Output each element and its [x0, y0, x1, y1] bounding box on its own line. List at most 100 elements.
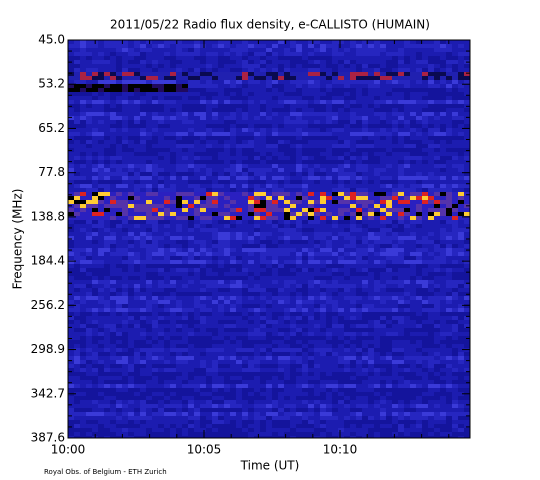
spectrogram-cell [326, 280, 332, 284]
spectrogram-cell [74, 152, 80, 156]
spectrogram-cell [422, 148, 428, 152]
spectrogram-cell [128, 152, 134, 156]
spectrogram-cell [290, 68, 296, 72]
spectrogram-cell [302, 292, 308, 296]
spectrogram-cell [92, 200, 98, 204]
spectrogram-cell [386, 48, 392, 52]
spectrogram-cell [194, 288, 200, 292]
spectrogram-cell [380, 304, 386, 308]
spectrogram-cell [344, 172, 350, 176]
spectrogram-cell [314, 56, 320, 60]
spectrogram-cell [410, 164, 416, 168]
spectrogram-cell [98, 72, 104, 76]
spectrogram-cell [98, 88, 104, 92]
spectrogram-cell [80, 256, 86, 260]
spectrogram-cell [356, 212, 362, 216]
spectrogram-cell [362, 212, 368, 216]
spectrogram-cell [308, 72, 314, 76]
spectrogram-cell [110, 132, 116, 136]
spectrogram-cell [434, 264, 440, 268]
spectrogram-cell [158, 116, 164, 120]
spectrogram-cell [176, 324, 182, 328]
spectrogram-cell [260, 108, 266, 112]
spectrogram-cell [380, 48, 386, 52]
spectrogram-cell [206, 52, 212, 56]
spectrogram-cell [110, 136, 116, 140]
spectrogram-cell [164, 268, 170, 272]
spectrogram-cell [188, 48, 194, 52]
spectrogram-cell [278, 248, 284, 252]
spectrogram-cell [212, 332, 218, 336]
spectrogram-cell [452, 128, 458, 132]
spectrogram-cell [284, 104, 290, 108]
spectrogram-cell [452, 184, 458, 188]
spectrogram-cell [68, 240, 74, 244]
spectrogram-cell [98, 308, 104, 312]
spectrogram-cell [146, 200, 152, 204]
spectrogram-cell [230, 296, 236, 300]
spectrogram-cell [458, 88, 464, 92]
spectrogram-cell [152, 152, 158, 156]
spectrogram-cell [260, 268, 266, 272]
spectrogram-cell [296, 300, 302, 304]
spectrogram-cell [74, 220, 80, 224]
spectrogram-cell [152, 192, 158, 196]
spectrogram-cell [350, 212, 356, 216]
spectrogram-cell [110, 328, 116, 332]
spectrogram-cell [116, 248, 122, 252]
spectrogram-cell [212, 272, 218, 276]
spectrogram-cell [98, 172, 104, 176]
spectrogram-cell [362, 208, 368, 212]
spectrogram-cell [332, 248, 338, 252]
spectrogram-cell [116, 236, 122, 240]
spectrogram-cell [218, 304, 224, 308]
spectrogram-cell [296, 76, 302, 80]
spectrogram-cell [200, 280, 206, 284]
spectrogram-cell [158, 92, 164, 96]
spectrogram-cell [428, 100, 434, 104]
spectrogram-cell [68, 188, 74, 192]
spectrogram-cell [176, 112, 182, 116]
spectrogram-cell [242, 280, 248, 284]
spectrogram-cell [206, 196, 212, 200]
spectrogram-cell [122, 160, 128, 164]
spectrogram-cell [332, 148, 338, 152]
spectrogram-cell [314, 112, 320, 116]
spectrogram-cell [356, 224, 362, 228]
spectrogram-cell [80, 236, 86, 240]
spectrogram-cell [92, 268, 98, 272]
spectrogram-cell [158, 332, 164, 336]
spectrogram-cell [320, 132, 326, 136]
spectrogram-cell [122, 200, 128, 204]
spectrogram-cell [290, 312, 296, 316]
spectrogram-cell [86, 232, 92, 236]
spectrogram-cell [428, 76, 434, 80]
spectrogram-cell [260, 264, 266, 268]
spectrogram-cell [254, 228, 260, 232]
spectrogram-cell [356, 100, 362, 104]
spectrogram-cell [92, 328, 98, 332]
spectrogram-cell [170, 228, 176, 232]
spectrogram-cell [134, 260, 140, 264]
spectrogram-cell [380, 136, 386, 140]
spectrogram-cell [170, 212, 176, 216]
spectrogram-cell [98, 40, 104, 44]
spectrogram-cell [260, 128, 266, 132]
spectrogram-cell [410, 208, 416, 212]
spectrogram-cell [194, 116, 200, 120]
spectrogram-cell [254, 224, 260, 228]
spectrogram-cell [278, 264, 284, 268]
spectrogram-cell [410, 204, 416, 208]
spectrogram-cell [182, 216, 188, 220]
spectrogram-cell [440, 308, 446, 312]
spectrogram-cell [104, 104, 110, 108]
spectrogram-cell [302, 108, 308, 112]
spectrogram-cell [386, 104, 392, 108]
spectrogram-cell [284, 148, 290, 152]
spectrogram-cell [356, 176, 362, 180]
spectrogram-cell [296, 160, 302, 164]
spectrogram-cell [158, 124, 164, 128]
spectrogram-cell [200, 244, 206, 248]
spectrogram-cell [164, 292, 170, 296]
